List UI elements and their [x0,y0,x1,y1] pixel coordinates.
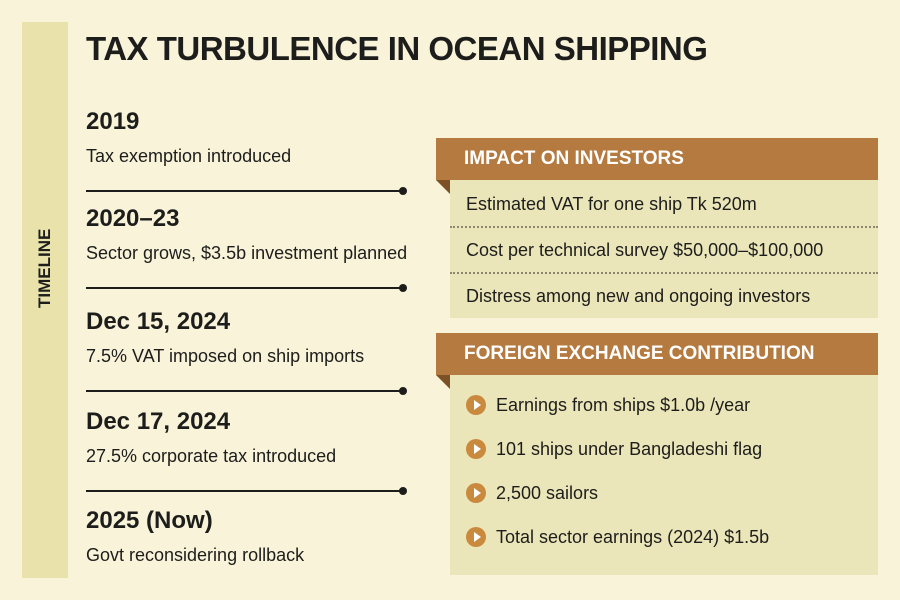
timeline-year: Dec 15, 2024 [86,308,231,335]
sidebar [22,22,68,578]
forex-text: 2,500 sailors [496,483,599,503]
forex-text: Earnings from ships $1.0b /year [496,395,751,415]
title: TAX TURBULENCE IN OCEAN SHIPPING [86,30,708,67]
forex-text: 101 ships under Bangladeshi flag [496,439,763,459]
timeline-year: 2025 (Now) [86,507,213,534]
bullet-icon [466,527,486,547]
panel-header: IMPACT ON INVESTORS [436,138,878,194]
forex-item: Total sector earnings (2024) $1.5b [450,515,878,559]
timeline-text: 27.5% corporate tax introduced [86,446,337,466]
bullet-icon [466,395,486,415]
forex-item: 2,500 sailors [450,471,878,515]
timeline-year: Dec 17, 2024 [86,408,231,435]
separator [86,284,407,292]
panel-body: Earnings from ships $1.0b /year 101 ships… [450,375,878,575]
timeline-year: 2020–23 [86,205,180,232]
bullet-icon [466,483,486,503]
impact-item: Distress among new and ongoing investors [466,286,811,306]
separator [86,387,407,395]
sidebar-label: TIMELINE [35,228,54,308]
timeline-text: Sector grows, $3.5b investment planned [86,243,408,263]
separator [86,187,407,195]
panel-body: Estimated VAT for one ship Tk 520m Cost p… [450,180,878,318]
bullet-icon [466,439,486,459]
impact-item: Estimated VAT for one ship Tk 520m [450,182,878,228]
timeline-text: 7.5% VAT imposed on ship imports [86,346,365,366]
forex-item: Earnings from ships $1.0b /year [450,383,878,427]
impact-item: Cost per technical survey $50,000–$100,0… [450,228,878,274]
forex-text: Total sector earnings (2024) $1.5b [496,527,770,547]
timeline-text: Tax exemption introduced [86,146,292,166]
timeline-year: 2019 [86,108,140,135]
panel-header: FOREIGN EXCHANGE CONTRIBUTION [436,333,878,389]
timeline-text: Govt reconsidering rollback [86,545,305,565]
forex-item: 101 ships under Bangladeshi flag [450,427,878,471]
separator [86,487,407,495]
